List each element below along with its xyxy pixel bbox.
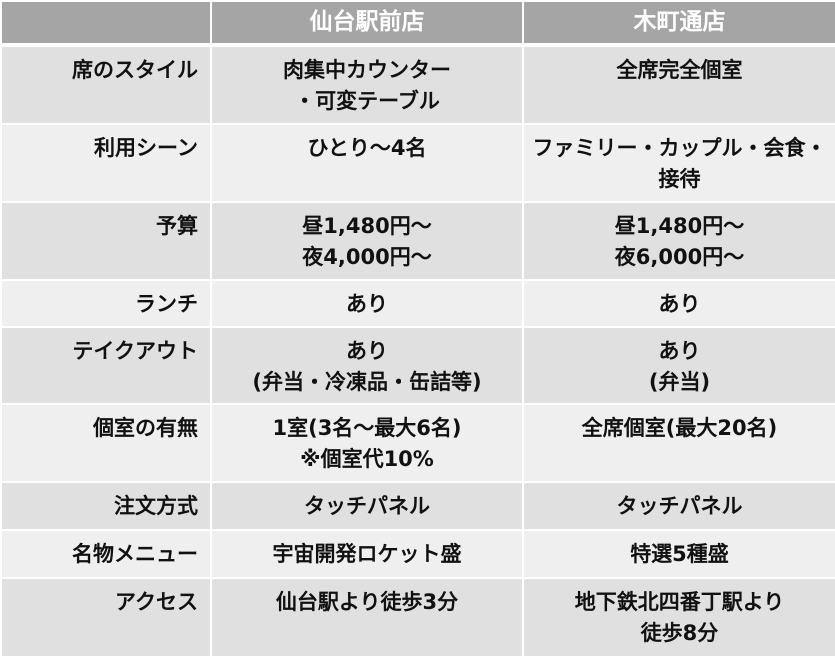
cell-kimachi-dori: ファミリー・カップル・会食・ 接待 <box>522 123 835 203</box>
cell-kimachi-dori: 特選5種盛 <box>522 529 835 579</box>
cell-kimachi-dori: 全席完全個室 <box>522 44 835 125</box>
cell-sendai-ekimae: 仙台駅より徒歩3分 <box>210 577 524 658</box>
header-row: 仙台駅前店 木町通店 <box>0 0 835 47</box>
row-label: 利用シーン <box>0 123 212 203</box>
row-label: 注文方式 <box>0 481 212 531</box>
table-row: アクセス 仙台駅より徒歩3分 地下鉄北四番丁駅より 徒歩8分 <box>0 577 835 658</box>
table-row: 名物メニュー 宇宙開発ロケット盛 特選5種盛 <box>0 529 835 579</box>
header-empty <box>0 0 212 47</box>
cell-kimachi-dori: 昼1,480円〜 夜6,000円〜 <box>522 201 835 281</box>
table-row: 席のスタイル 肉集中カウンター ・可変テーブル 全席完全個室 <box>0 44 835 125</box>
cell-kimachi-dori: 全席個室(最大20名) <box>522 403 835 483</box>
cell-kimachi-dori: あり <box>522 279 835 328</box>
table-row: 利用シーン ひとり〜4名 ファミリー・カップル・会食・ 接待 <box>0 123 835 203</box>
row-label: 席のスタイル <box>0 44 212 125</box>
table-row: 個室の有無 1室(3名〜最大6名) ※個室代10% 全席個室(最大20名) <box>0 403 835 483</box>
cell-sendai-ekimae: 肉集中カウンター ・可変テーブル <box>210 44 524 125</box>
row-label: 予算 <box>0 201 212 281</box>
cell-kimachi-dori: 地下鉄北四番丁駅より 徒歩8分 <box>522 577 835 658</box>
row-label: アクセス <box>0 577 212 658</box>
row-label: 個室の有無 <box>0 403 212 483</box>
row-label: ランチ <box>0 279 212 328</box>
cell-sendai-ekimae: あり (弁当・冷凍品・缶詰等) <box>210 326 524 405</box>
cell-sendai-ekimae: あり <box>210 279 524 328</box>
cell-sendai-ekimae: 宇宙開発ロケット盛 <box>210 529 524 579</box>
cell-sendai-ekimae: 昼1,480円〜 夜4,000円〜 <box>210 201 524 281</box>
header-sendai-ekimae: 仙台駅前店 <box>210 0 524 47</box>
table-row: 予算 昼1,480円〜 夜4,000円〜 昼1,480円〜 夜6,000円〜 <box>0 201 835 281</box>
cell-sendai-ekimae: タッチパネル <box>210 481 524 531</box>
cell-kimachi-dori: タッチパネル <box>522 481 835 531</box>
table-row: 注文方式 タッチパネル タッチパネル <box>0 481 835 531</box>
table-row: テイクアウト あり (弁当・冷凍品・缶詰等) あり (弁当) <box>0 326 835 405</box>
cell-kimachi-dori: あり (弁当) <box>522 326 835 405</box>
row-label: 名物メニュー <box>0 529 212 579</box>
header-kimachi-dori: 木町通店 <box>522 0 835 47</box>
cell-sendai-ekimae: ひとり〜4名 <box>210 123 524 203</box>
cell-sendai-ekimae: 1室(3名〜最大6名) ※個室代10% <box>210 403 524 483</box>
row-label: テイクアウト <box>0 326 212 405</box>
table-row: ランチ あり あり <box>0 279 835 328</box>
